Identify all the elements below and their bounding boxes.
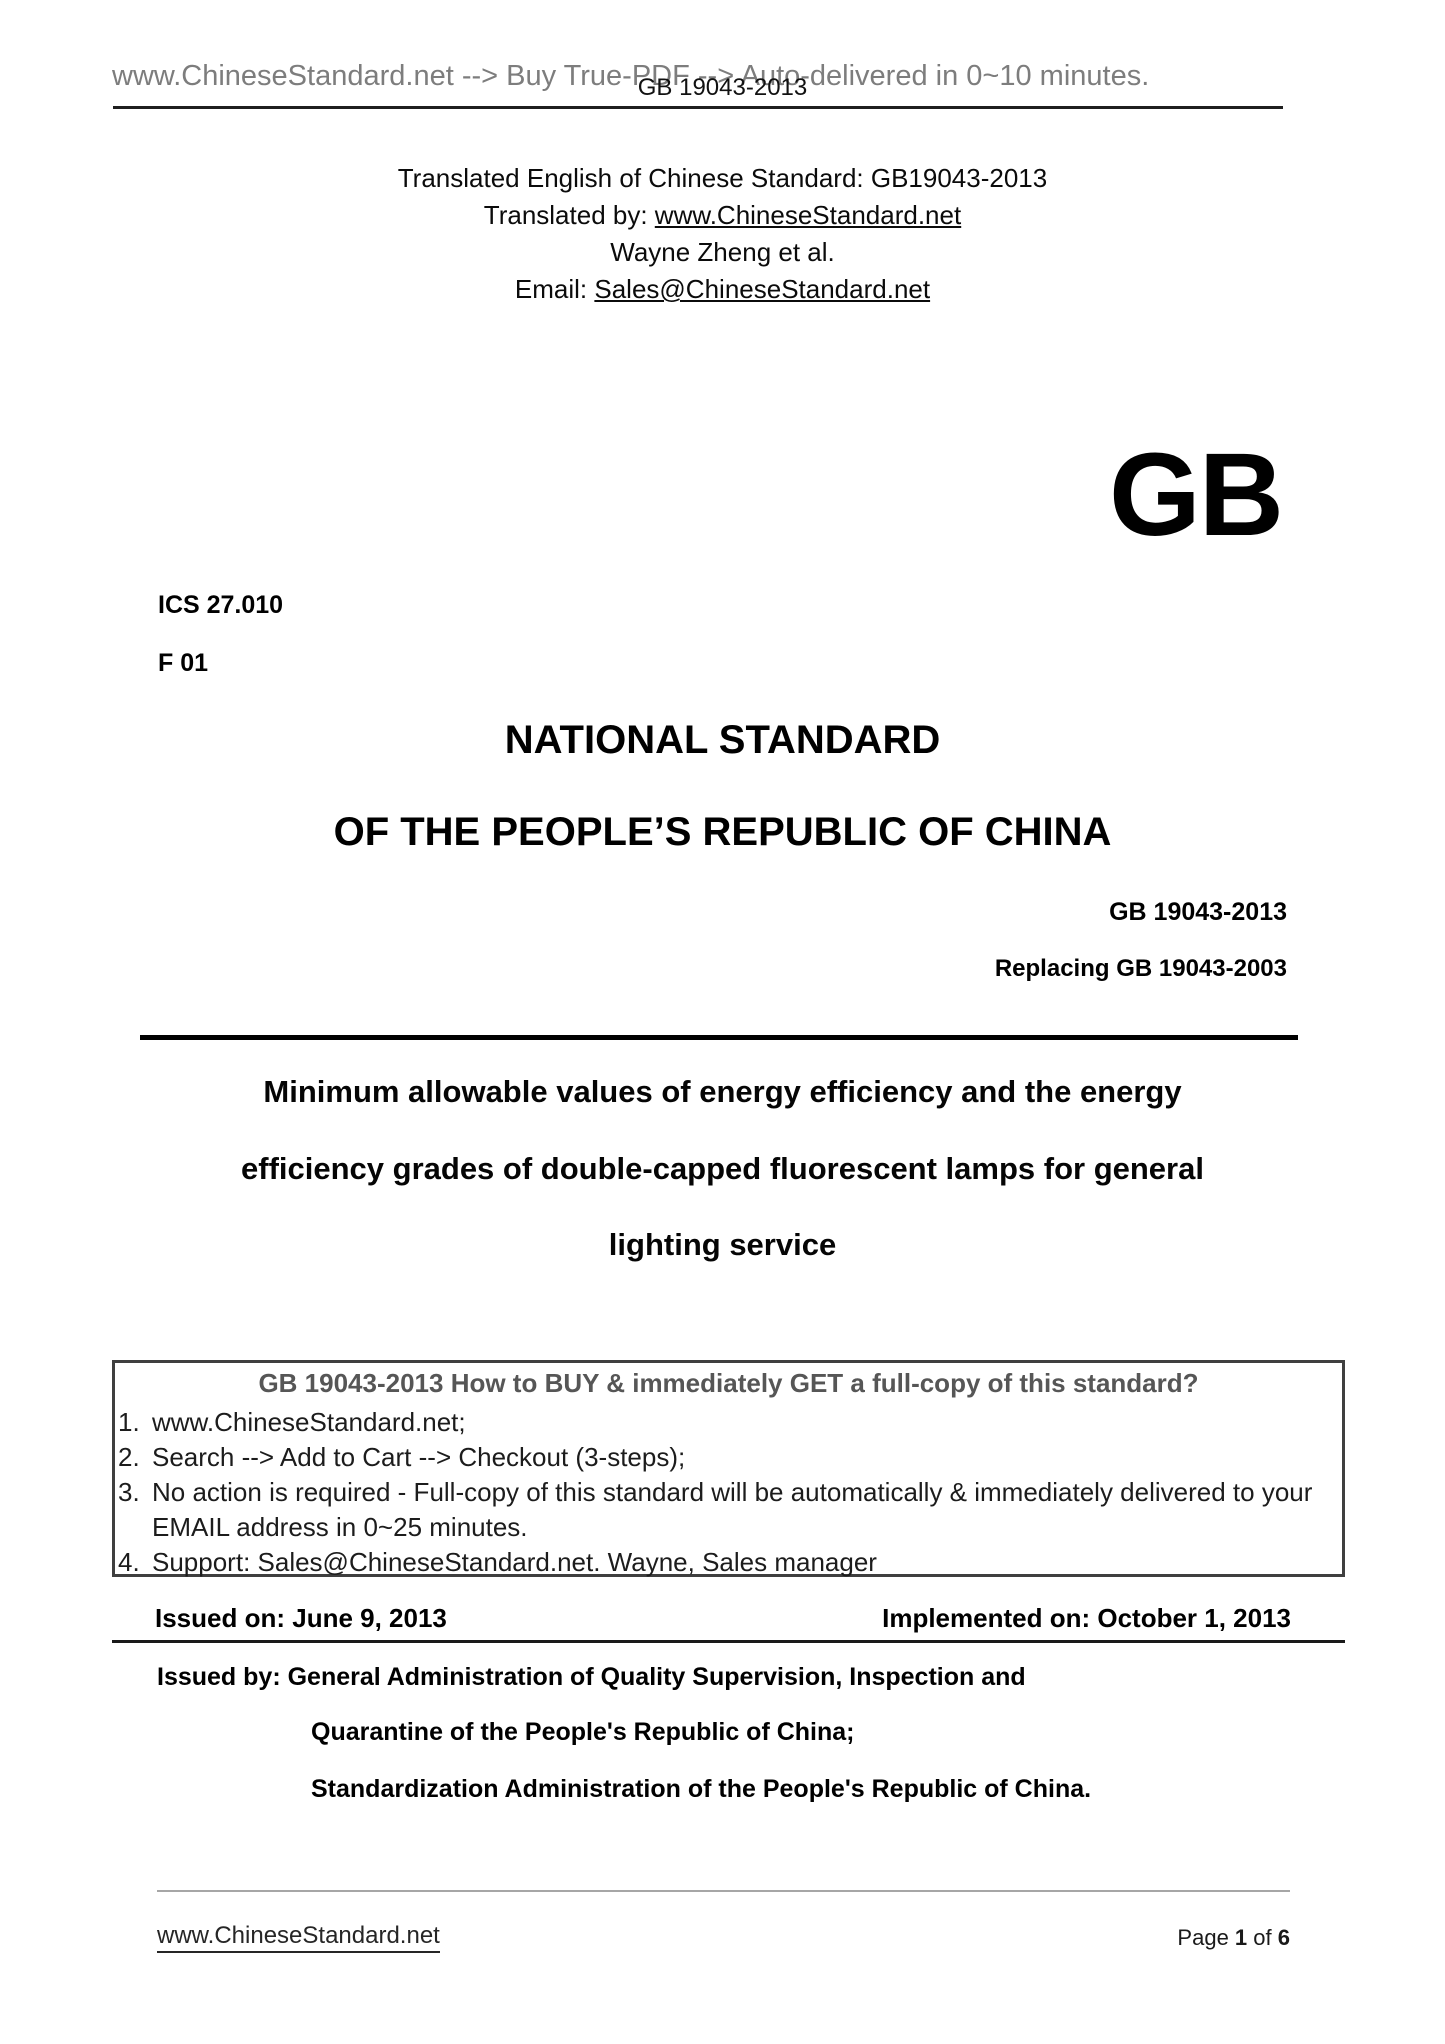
dates-divider (112, 1640, 1345, 1643)
republic-heading: OF THE PEOPLE’S REPUBLIC OF CHINA (333, 810, 1112, 854)
dates-row: Issued on: June 9, 2013 Implemented on: … (155, 1603, 1291, 1634)
page-number: 1 (1234, 1925, 1248, 1950)
translated-by-label: Translated by: (483, 200, 655, 230)
buy-box-item: 3. No action is required - Full-copy of … (115, 1475, 1342, 1545)
issued-by-line-1: Issued by: General Administration of Qua… (157, 1663, 1026, 1691)
buy-box-item: 4. Support: Sales@ChineseStandard.net. W… (115, 1545, 1342, 1580)
translated-by-link[interactable]: www.ChineseStandard.net (654, 200, 962, 230)
email-link[interactable]: Sales@ChineseStandard.net (594, 274, 931, 304)
national-standard-heading: NATIONAL STANDARD (504, 718, 941, 762)
ics-code: ICS 27.010 (158, 591, 284, 619)
header-url-line: www.ChineseStandard.net --> Buy True-PDF… (112, 60, 1150, 92)
item-number: 1. (118, 1407, 140, 1437)
translation-line-4: Email: Sales@ChineseStandard.net (0, 271, 1445, 308)
page-of: of (1247, 1925, 1278, 1950)
translation-line-2: Translated by: www.ChineseStandard.net (0, 197, 1445, 234)
header-doc-code: GB 19043-2013 (637, 74, 808, 101)
replacing-code: Replacing GB 19043-2003 (994, 955, 1287, 982)
page-title-line-1: Minimum allowable values of energy effic… (263, 1074, 1182, 1109)
issued-by-line-3: Standardization Administration of the Pe… (311, 1775, 1092, 1803)
item-text: No action is required - Full-copy of thi… (152, 1477, 1313, 1542)
item-number: 4. (118, 1547, 140, 1577)
translation-block: Translated English of Chinese Standard: … (0, 160, 1445, 308)
standard-code: GB 19043-2013 (1109, 898, 1287, 926)
buy-box-title: GB 19043-2013 How to BUY & immediately G… (258, 1368, 1199, 1398)
item-number: 3. (118, 1477, 140, 1507)
buy-box-item: 1. www.ChineseStandard.net; (115, 1405, 1342, 1440)
translation-line-3: Wayne Zheng et al. (610, 237, 835, 267)
email-label: Email: (514, 274, 595, 304)
gb-logo: GB (1109, 429, 1284, 561)
footer-divider (157, 1890, 1290, 1892)
page-total: 6 (1277, 1925, 1290, 1950)
issued-by-line-2: Quarantine of the People's Republic of C… (311, 1718, 855, 1746)
page-title-line-3: lighting service (608, 1227, 837, 1262)
buy-box-list: 1. www.ChineseStandard.net; 2. Search --… (115, 1405, 1342, 1580)
item-text: www.ChineseStandard.net; (152, 1407, 466, 1437)
issued-on: Issued on: June 9, 2013 (155, 1603, 447, 1633)
class-code: F 01 (158, 649, 209, 677)
translation-line-1: Translated English of Chinese Standard: … (397, 163, 1048, 193)
buy-box: GB 19043-2013 How to BUY & immediately G… (112, 1360, 1345, 1577)
item-text: Search --> Add to Cart --> Checkout (3-s… (152, 1442, 686, 1472)
page-title-line-2: efficiency grades of double-capped fluor… (241, 1151, 1204, 1186)
title-divider (140, 1035, 1298, 1040)
header-divider (113, 106, 1283, 109)
item-text: Support: Sales@ChineseStandard.net. Wayn… (152, 1547, 877, 1577)
item-number: 2. (118, 1442, 140, 1472)
page-word: Page (1177, 1925, 1235, 1950)
buy-box-item: 2. Search --> Add to Cart --> Checkout (… (115, 1440, 1342, 1475)
implemented-on: Implemented on: October 1, 2013 (882, 1603, 1291, 1633)
page-indicator: Page 1 of 6 (1177, 1925, 1290, 1951)
footer-site-link[interactable]: www.ChineseStandard.net (157, 1922, 440, 1953)
